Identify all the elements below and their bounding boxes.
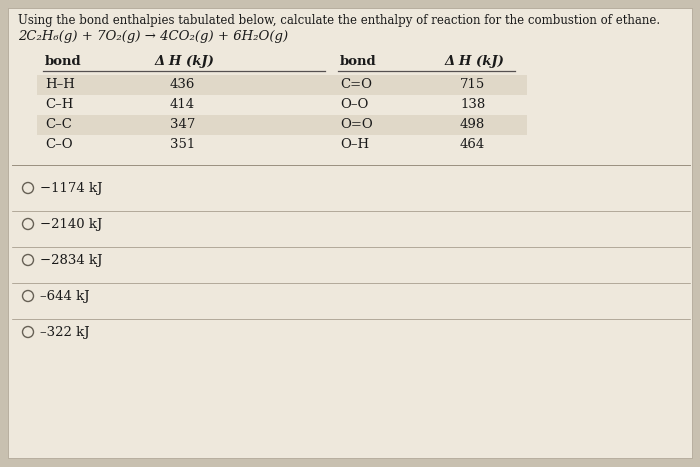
- Text: bond: bond: [340, 55, 377, 68]
- Text: 464: 464: [460, 138, 485, 151]
- Text: O–O: O–O: [340, 98, 368, 111]
- Text: –644 kJ: –644 kJ: [40, 290, 90, 303]
- Text: 715: 715: [460, 78, 485, 91]
- Text: 436: 436: [170, 78, 195, 91]
- Text: Δ H (kJ): Δ H (kJ): [445, 55, 505, 68]
- Text: −1174 kJ: −1174 kJ: [40, 182, 102, 195]
- Text: 138: 138: [460, 98, 485, 111]
- Bar: [332, 75, 527, 95]
- Text: 347: 347: [170, 118, 195, 131]
- Text: Δ H (kJ): Δ H (kJ): [155, 55, 215, 68]
- Bar: [332, 115, 527, 135]
- Text: C=O: C=O: [340, 78, 372, 91]
- Text: 414: 414: [170, 98, 195, 111]
- Text: O–H: O–H: [340, 138, 369, 151]
- Text: −2834 kJ: −2834 kJ: [40, 254, 102, 267]
- Text: C–O: C–O: [45, 138, 73, 151]
- Text: 351: 351: [170, 138, 195, 151]
- Bar: [37, 115, 342, 135]
- Text: bond: bond: [45, 55, 82, 68]
- Text: 2C₂H₆(g) + 7O₂(g) → 4CO₂(g) + 6H₂O(g): 2C₂H₆(g) + 7O₂(g) → 4CO₂(g) + 6H₂O(g): [18, 30, 288, 43]
- Text: Using the bond enthalpies tabulated below, calculate the enthalpy of reaction fo: Using the bond enthalpies tabulated belo…: [18, 14, 660, 27]
- Text: −2140 kJ: −2140 kJ: [40, 218, 102, 231]
- Text: 498: 498: [460, 118, 485, 131]
- Text: C–H: C–H: [45, 98, 74, 111]
- Text: O=O: O=O: [340, 118, 372, 131]
- Text: H–H: H–H: [45, 78, 75, 91]
- Text: –322 kJ: –322 kJ: [40, 326, 90, 339]
- Text: C–C: C–C: [45, 118, 72, 131]
- Bar: [37, 75, 342, 95]
